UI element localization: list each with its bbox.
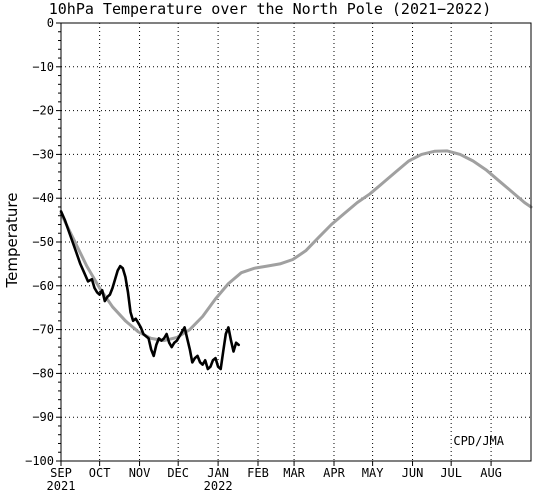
x-year-label: 2021 xyxy=(47,479,76,493)
series-lines xyxy=(59,149,533,371)
x-tick-label: MAR xyxy=(283,466,305,480)
y-tick-label: −30 xyxy=(32,147,54,161)
x-tick-label: APR xyxy=(323,466,345,480)
x-tick-label: FEB xyxy=(247,466,269,480)
x-tick-label: OCT xyxy=(89,466,111,480)
y-axis-ticks: 0 −10 −20 −30 −40 −50 −60 −70 −80 −90 −100 xyxy=(25,16,61,468)
x-tick-label: MAY xyxy=(362,466,384,480)
y-axis-label: Temperature xyxy=(3,192,21,288)
y-tick-label: −50 xyxy=(32,235,54,249)
x-tick-label: AUG xyxy=(480,466,502,480)
y-tick-label: −20 xyxy=(32,104,54,118)
x-tick-label: JUN xyxy=(402,466,424,480)
credit-label: CPD/JMA xyxy=(453,434,504,448)
y-tick-label: −40 xyxy=(32,191,54,205)
x-tick-label: NOV xyxy=(129,466,151,480)
climatology-line xyxy=(59,149,533,343)
y-tick-label: 0 xyxy=(47,16,54,30)
y-tick-label: −90 xyxy=(32,410,54,424)
x-year-label: 2022 xyxy=(204,479,233,493)
x-tick-label: SEP xyxy=(50,466,72,480)
plot-frame xyxy=(60,22,532,462)
y-tick-label: −70 xyxy=(32,323,54,337)
y-tick-label: −100 xyxy=(25,454,54,468)
x-tick-label: DEC xyxy=(167,466,189,480)
y-tick-label: −80 xyxy=(32,366,54,380)
observed-2021-2022-line xyxy=(59,210,240,371)
y-tick-label: −60 xyxy=(32,279,54,293)
y-tick-label: −10 xyxy=(32,60,54,74)
chart-title: 10hPa Temperature over the North Pole (2… xyxy=(49,0,492,18)
x-tick-label: JUL xyxy=(440,466,462,480)
grid-lines xyxy=(61,23,531,461)
x-tick-label: JAN xyxy=(207,466,229,480)
